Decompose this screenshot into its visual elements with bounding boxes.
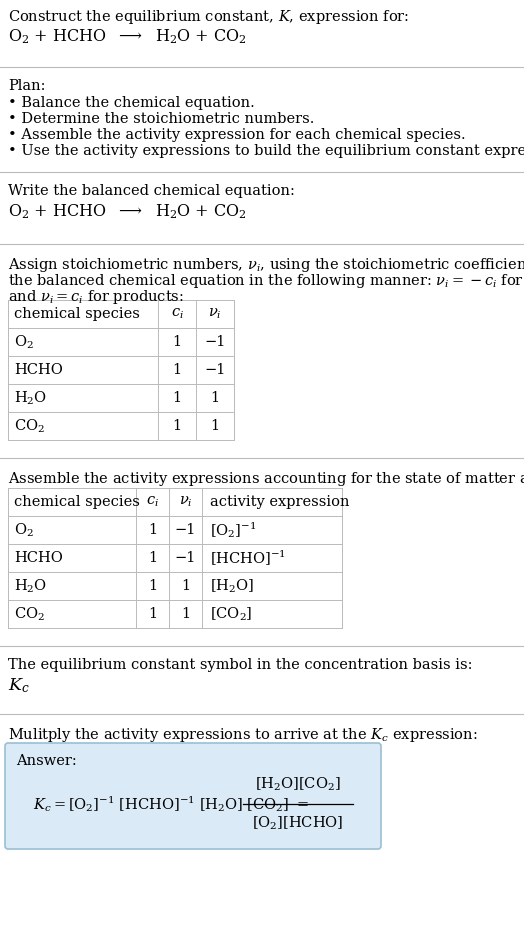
Bar bbox=[8, 356, 234, 384]
Text: H$_2$O: H$_2$O bbox=[14, 577, 47, 595]
Bar bbox=[8, 488, 342, 516]
Text: the balanced chemical equation in the following manner: $\nu_i = -c_i$ for react: the balanced chemical equation in the fo… bbox=[8, 272, 524, 290]
Text: Answer:: Answer: bbox=[16, 754, 77, 768]
Text: $[\mathrm{H_2O}][\mathrm{CO_2}]$: $[\mathrm{H_2O}][\mathrm{CO_2}]$ bbox=[255, 775, 341, 793]
Text: HCHO: HCHO bbox=[14, 363, 63, 377]
Text: CO$_2$: CO$_2$ bbox=[14, 605, 45, 623]
Text: • Balance the chemical equation.: • Balance the chemical equation. bbox=[8, 96, 255, 110]
Bar bbox=[8, 572, 342, 600]
Text: 1: 1 bbox=[211, 391, 220, 405]
Text: $K_c = [\mathrm{O_2}]^{-1}\ [\mathrm{HCHO}]^{-1}\ [\mathrm{H_2O}]\ [\mathrm{CO_2: $K_c = [\mathrm{O_2}]^{-1}\ [\mathrm{HCH… bbox=[33, 794, 309, 814]
Text: CO$_2$: CO$_2$ bbox=[14, 418, 45, 435]
Bar bbox=[8, 516, 342, 544]
Text: [CO$_2$]: [CO$_2$] bbox=[210, 605, 253, 623]
Text: Mulitply the activity expressions to arrive at the $K_c$ expression:: Mulitply the activity expressions to arr… bbox=[8, 726, 477, 744]
FancyBboxPatch shape bbox=[5, 743, 381, 849]
Text: activity expression: activity expression bbox=[210, 495, 350, 509]
Text: Construct the equilibrium constant, $K$, expression for:: Construct the equilibrium constant, $K$,… bbox=[8, 8, 409, 26]
Text: 1: 1 bbox=[172, 363, 181, 377]
Text: [HCHO]$^{-1}$: [HCHO]$^{-1}$ bbox=[210, 549, 286, 568]
Text: $c_i$: $c_i$ bbox=[170, 307, 183, 321]
Text: $K_c$: $K_c$ bbox=[8, 676, 30, 695]
Text: Assemble the activity expressions accounting for the state of matter and $\nu_i$: Assemble the activity expressions accoun… bbox=[8, 470, 524, 488]
Text: 1: 1 bbox=[148, 551, 157, 565]
Bar bbox=[8, 412, 234, 440]
Text: Write the balanced chemical equation:: Write the balanced chemical equation: bbox=[8, 184, 295, 198]
Text: 1: 1 bbox=[181, 607, 190, 621]
Bar bbox=[8, 600, 342, 628]
Text: 1: 1 bbox=[172, 391, 181, 405]
Text: 1: 1 bbox=[148, 579, 157, 593]
Text: 1: 1 bbox=[148, 607, 157, 621]
Text: • Use the activity expressions to build the equilibrium constant expression.: • Use the activity expressions to build … bbox=[8, 144, 524, 158]
Text: −1: −1 bbox=[175, 551, 196, 565]
Text: 1: 1 bbox=[172, 335, 181, 349]
Text: H$_2$O: H$_2$O bbox=[14, 389, 47, 407]
Text: 1: 1 bbox=[211, 419, 220, 433]
Text: −1: −1 bbox=[175, 523, 196, 537]
Text: [O$_2$]$^{-1}$: [O$_2$]$^{-1}$ bbox=[210, 520, 256, 540]
Text: and $\nu_i = c_i$ for products:: and $\nu_i = c_i$ for products: bbox=[8, 288, 184, 306]
Bar bbox=[8, 384, 234, 412]
Text: 1: 1 bbox=[148, 523, 157, 537]
Text: O$_2$ + HCHO  $\longrightarrow$  H$_2$O + CO$_2$: O$_2$ + HCHO $\longrightarrow$ H$_2$O + … bbox=[8, 202, 247, 221]
Bar bbox=[8, 544, 342, 572]
Text: $[\mathrm{O_2}][\mathrm{HCHO}]$: $[\mathrm{O_2}][\mathrm{HCHO}]$ bbox=[253, 815, 344, 832]
Text: 1: 1 bbox=[181, 579, 190, 593]
Text: O$_2$ + HCHO  $\longrightarrow$  H$_2$O + CO$_2$: O$_2$ + HCHO $\longrightarrow$ H$_2$O + … bbox=[8, 27, 247, 46]
Text: • Determine the stoichiometric numbers.: • Determine the stoichiometric numbers. bbox=[8, 112, 314, 126]
Text: Plan:: Plan: bbox=[8, 79, 46, 93]
Text: Assign stoichiometric numbers, $\nu_i$, using the stoichiometric coefficients, $: Assign stoichiometric numbers, $\nu_i$, … bbox=[8, 256, 524, 274]
Text: • Assemble the activity expression for each chemical species.: • Assemble the activity expression for e… bbox=[8, 128, 466, 142]
Text: −1: −1 bbox=[204, 363, 226, 377]
Bar bbox=[8, 300, 234, 328]
Text: −1: −1 bbox=[204, 335, 226, 349]
Text: chemical species: chemical species bbox=[14, 307, 140, 321]
Text: $c_i$: $c_i$ bbox=[146, 494, 159, 510]
Text: chemical species: chemical species bbox=[14, 495, 140, 509]
Text: O$_2$: O$_2$ bbox=[14, 521, 34, 539]
Text: HCHO: HCHO bbox=[14, 551, 63, 565]
Text: $\nu_i$: $\nu_i$ bbox=[208, 307, 222, 321]
Text: $\nu_i$: $\nu_i$ bbox=[179, 494, 192, 510]
Text: [H$_2$O]: [H$_2$O] bbox=[210, 577, 254, 595]
Text: The equilibrium constant symbol in the concentration basis is:: The equilibrium constant symbol in the c… bbox=[8, 658, 473, 672]
Text: 1: 1 bbox=[172, 419, 181, 433]
Text: O$_2$: O$_2$ bbox=[14, 333, 34, 351]
Bar bbox=[8, 328, 234, 356]
